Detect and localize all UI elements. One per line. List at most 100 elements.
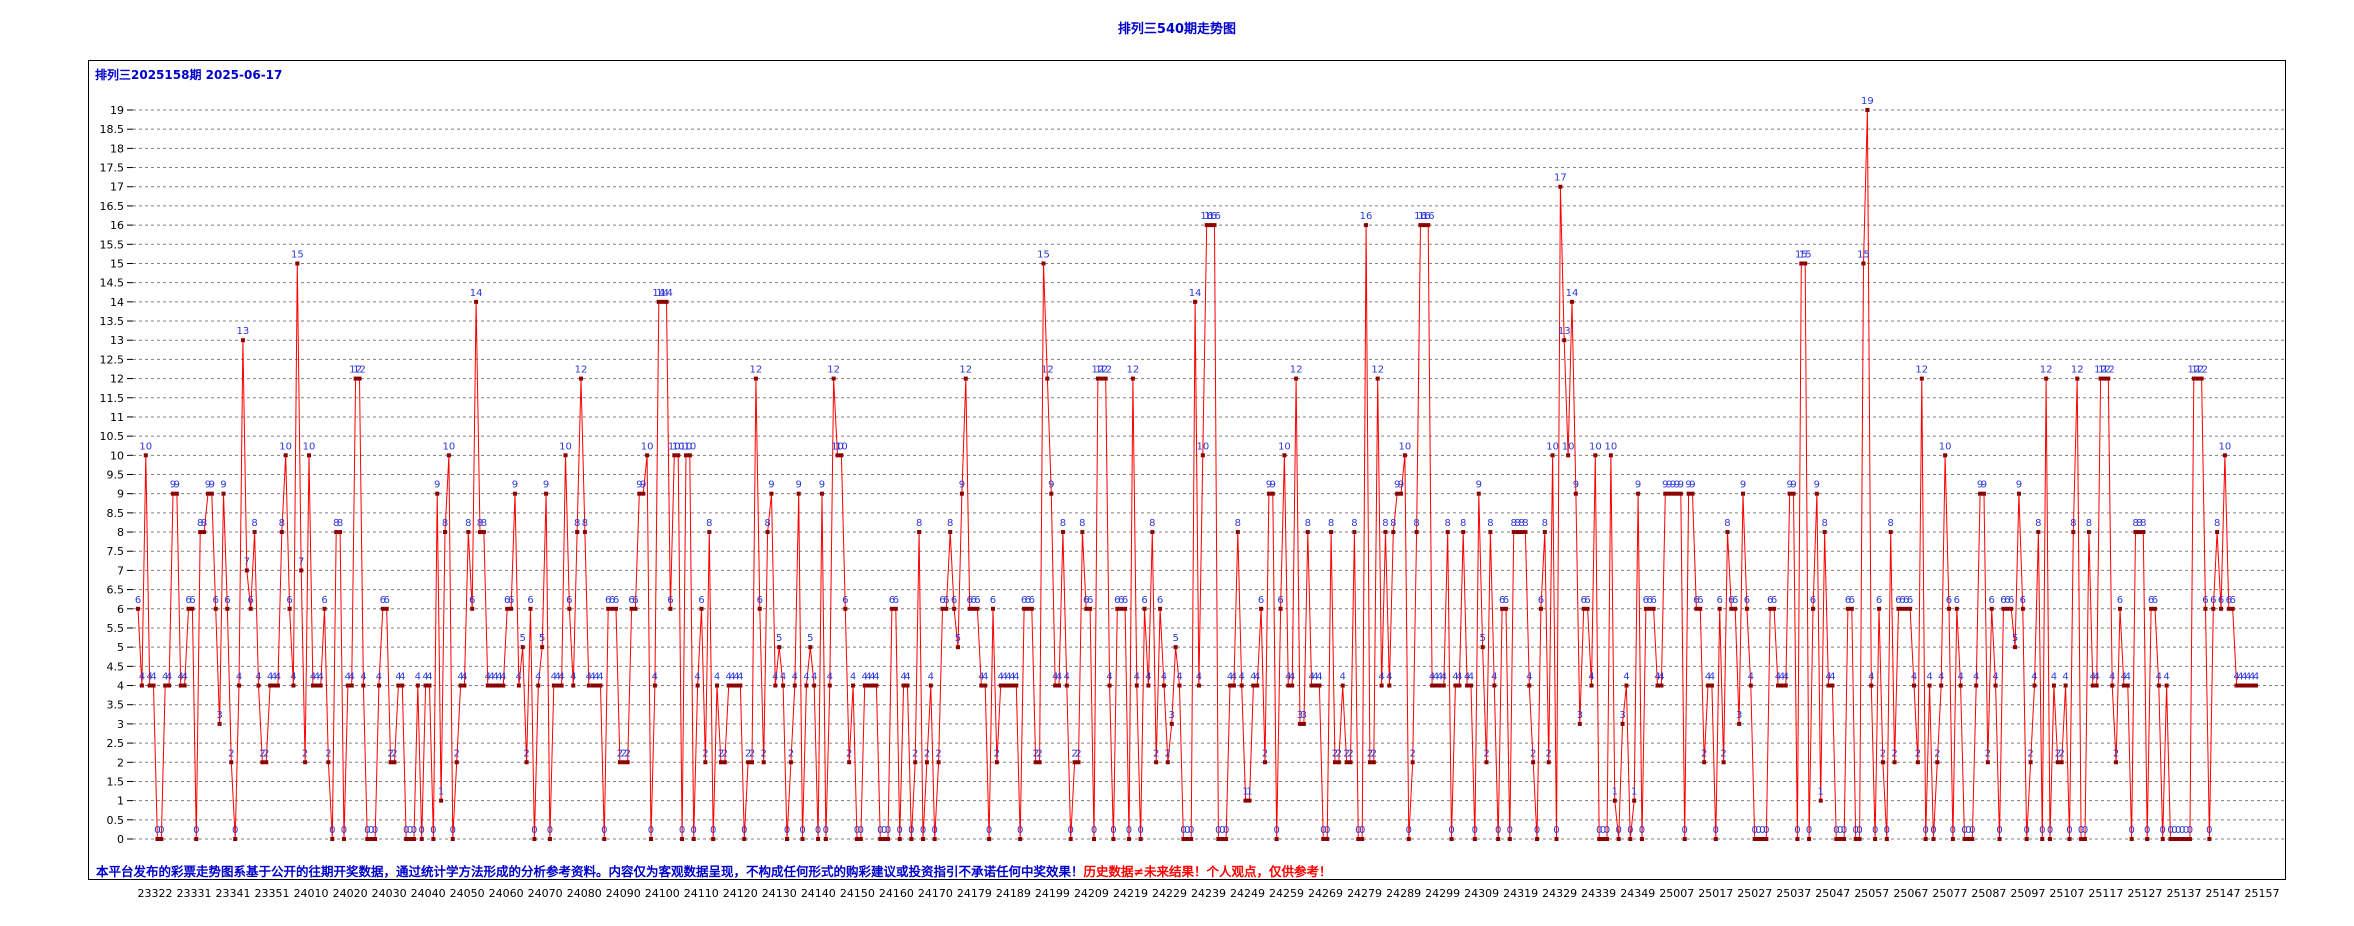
data-point xyxy=(1822,530,1827,535)
data-point xyxy=(1888,530,1893,535)
data-label: 12 xyxy=(750,365,763,376)
data-point xyxy=(1655,683,1660,688)
data-point xyxy=(1220,837,1225,841)
data-label: 4 xyxy=(2245,672,2251,683)
data-label: 4 xyxy=(869,672,875,683)
data-point xyxy=(1095,376,1100,381)
data-point xyxy=(408,837,413,841)
data-point xyxy=(1686,491,1691,496)
x-tick-label: 24080 xyxy=(567,887,602,900)
data-point xyxy=(205,491,210,496)
data-point xyxy=(439,798,444,803)
data-label: 8 xyxy=(333,518,339,529)
data-label: 4 xyxy=(1064,672,1070,683)
data-label: 0 xyxy=(1324,825,1330,836)
data-point xyxy=(921,837,926,841)
x-tick-label: 24160 xyxy=(879,887,914,900)
data-label: 0 xyxy=(679,825,685,836)
data-label: 4 xyxy=(1056,672,1062,683)
data-label: 8 xyxy=(947,518,953,529)
data-label: 3 xyxy=(216,710,222,721)
data-label: 4 xyxy=(2241,672,2247,683)
data-point xyxy=(299,568,304,573)
data-point xyxy=(648,837,653,841)
data-point xyxy=(2176,837,2181,841)
data-point xyxy=(2117,606,2122,611)
data-point xyxy=(2094,683,2099,688)
data-point xyxy=(202,530,207,535)
x-tick-label: 25047 xyxy=(1815,887,1850,900)
data-point xyxy=(812,683,817,688)
data-label: 2 xyxy=(1371,748,1377,759)
data-label: 0 xyxy=(1682,825,1688,836)
data-label: 6 xyxy=(469,595,475,606)
data-point xyxy=(1783,683,1788,688)
data-point xyxy=(2028,760,2033,765)
data-point xyxy=(886,837,891,841)
data-point xyxy=(1950,837,1955,841)
data-label: 12 xyxy=(2102,365,2115,376)
data-point xyxy=(167,683,172,688)
data-point xyxy=(2230,606,2235,611)
data-label: 0 xyxy=(1273,825,1279,836)
data-label: 6 xyxy=(974,595,980,606)
data-label: 0 xyxy=(2144,825,2150,836)
data-point xyxy=(1970,837,1975,841)
data-label: 6 xyxy=(566,595,572,606)
data-point xyxy=(1542,530,1547,535)
x-tick-label: 25077 xyxy=(1932,887,1967,900)
data-label: 6 xyxy=(2202,595,2208,606)
data-point xyxy=(1123,606,1128,611)
data-label: 9 xyxy=(1981,480,1987,491)
data-label: 9 xyxy=(640,480,646,491)
chart-title: 排列三540期走势图 xyxy=(1117,22,1237,37)
x-tick-label: 25057 xyxy=(1854,887,1889,900)
data-point xyxy=(524,760,529,765)
data-label: 2 xyxy=(1483,748,1489,759)
data-label: 0 xyxy=(1188,825,1194,836)
data-label: 6 xyxy=(1141,595,1147,606)
data-point xyxy=(866,683,871,688)
data-label: 4 xyxy=(267,672,273,683)
data-point xyxy=(1880,760,1885,765)
data-label: 8 xyxy=(2214,518,2220,529)
data-label: 4 xyxy=(162,672,168,683)
data-label: 6 xyxy=(2000,595,2006,606)
data-point xyxy=(614,606,619,611)
series-line xyxy=(137,109,2256,840)
data-label: 2 xyxy=(621,748,627,759)
data-point xyxy=(2110,683,2115,688)
data-point xyxy=(1468,683,1473,688)
data-label: 8 xyxy=(1060,518,1066,529)
data-point xyxy=(746,760,751,765)
x-tick-label: 24219 xyxy=(1113,887,1148,900)
data-point xyxy=(1737,721,1742,726)
data-label: 2 xyxy=(325,748,331,759)
data-point xyxy=(435,491,440,496)
y-tick-label: 9 xyxy=(117,488,124,501)
data-label: 0 xyxy=(601,825,607,836)
data-label: 4 xyxy=(729,672,735,683)
data-label: 8 xyxy=(764,518,770,529)
data-point xyxy=(365,837,370,841)
y-tick-label: 6 xyxy=(117,603,124,616)
data-label: 3 xyxy=(1619,710,1625,721)
data-point xyxy=(1033,760,1038,765)
data-label: 0 xyxy=(2179,825,2185,836)
data-point xyxy=(1270,491,1275,496)
data-label: 6 xyxy=(1503,595,1509,606)
data-label: 0 xyxy=(1713,825,1719,836)
data-point xyxy=(979,683,984,688)
data-label: 0 xyxy=(403,825,409,836)
data-label: 8 xyxy=(2132,518,2138,529)
data-point xyxy=(178,683,183,688)
data-point xyxy=(1667,491,1672,496)
data-point xyxy=(2114,760,2119,765)
data-point xyxy=(1636,491,1641,496)
data-point xyxy=(341,837,346,841)
data-point xyxy=(1974,683,1979,688)
data-point xyxy=(1927,683,1932,688)
data-point xyxy=(1515,530,1520,535)
data-label: 6 xyxy=(1693,595,1699,606)
data-label: 6 xyxy=(632,595,638,606)
